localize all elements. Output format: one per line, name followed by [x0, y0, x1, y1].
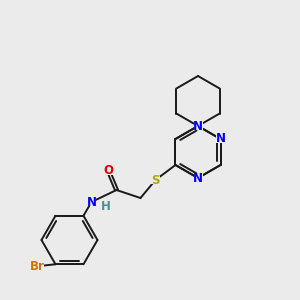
Text: N: N	[86, 196, 97, 208]
Bar	[31, 262, 44, 270]
Bar	[216, 135, 225, 143]
Bar	[87, 198, 96, 206]
Bar	[151, 176, 160, 184]
Bar	[101, 202, 110, 209]
Bar	[194, 174, 202, 182]
Text: N: N	[193, 172, 203, 184]
Text: S: S	[151, 173, 160, 187]
Text: O: O	[103, 164, 113, 178]
Text: N: N	[193, 119, 203, 133]
Text: Br: Br	[30, 260, 45, 273]
Bar	[104, 167, 113, 175]
Bar	[194, 122, 202, 130]
Text: N: N	[215, 133, 226, 146]
Text: H: H	[100, 200, 110, 212]
